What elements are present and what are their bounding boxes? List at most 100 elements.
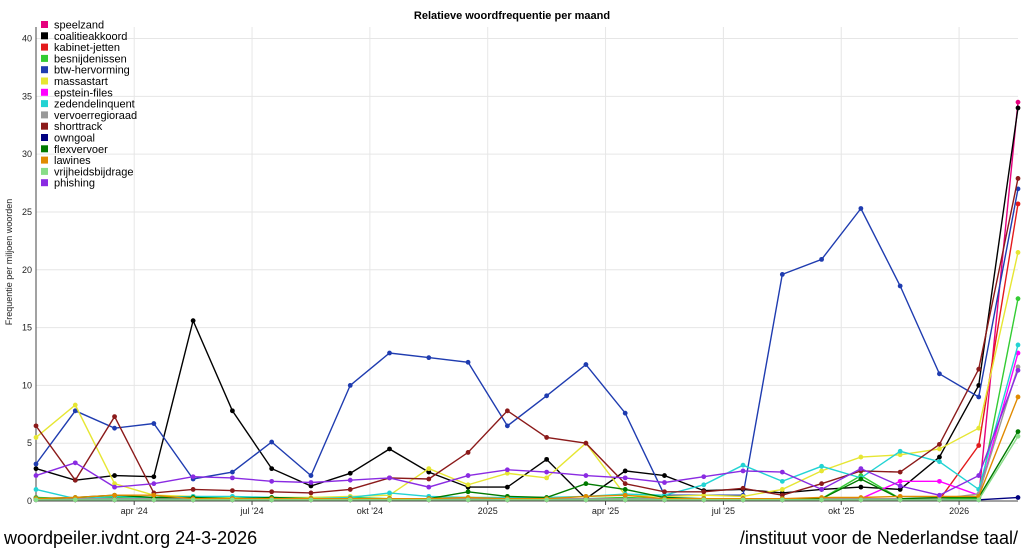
data-point bbox=[544, 456, 550, 462]
data-point bbox=[151, 492, 157, 498]
series-vrijheidsbijdrage bbox=[33, 433, 1021, 503]
data-point bbox=[779, 469, 785, 475]
data-point bbox=[426, 466, 432, 472]
legend-swatch-shorttrack bbox=[41, 122, 48, 130]
data-point bbox=[701, 474, 707, 480]
data-point bbox=[544, 475, 550, 481]
data-point bbox=[858, 466, 864, 472]
data-point bbox=[976, 382, 982, 388]
line-chart: Relatieve woordfrequentie per maand Freq… bbox=[4, 10, 1021, 516]
data-point bbox=[72, 477, 78, 483]
data-point bbox=[622, 481, 628, 487]
data-point bbox=[583, 440, 589, 446]
data-point bbox=[779, 497, 785, 503]
data-point bbox=[347, 477, 353, 483]
data-point bbox=[426, 355, 432, 361]
data-point bbox=[269, 497, 275, 503]
legend-label-shorttrack: shorttrack bbox=[54, 121, 103, 133]
series-shorttrack bbox=[33, 176, 1021, 498]
data-point bbox=[937, 441, 942, 447]
data-point bbox=[622, 410, 628, 416]
data-point bbox=[583, 493, 589, 499]
series-kabinet-jetten bbox=[33, 201, 1021, 503]
data-point bbox=[504, 467, 510, 473]
x-tick-label: apr '24 bbox=[121, 506, 148, 516]
series-line-massastart bbox=[35, 252, 1019, 499]
data-point bbox=[937, 454, 942, 460]
data-point bbox=[819, 468, 824, 474]
data-point bbox=[308, 483, 314, 489]
data-point bbox=[622, 468, 628, 474]
data-point bbox=[1015, 394, 1021, 400]
footer-source[interactable]: woordpeiler.ivdnt.org 24-3-2026 bbox=[4, 528, 258, 548]
data-point bbox=[897, 448, 903, 454]
data-point bbox=[976, 473, 982, 478]
data-point bbox=[112, 484, 117, 490]
data-point bbox=[897, 493, 903, 499]
data-point bbox=[622, 475, 628, 481]
data-point bbox=[269, 466, 275, 472]
data-point bbox=[230, 469, 235, 475]
y-tick-label: 0 bbox=[27, 496, 32, 506]
data-point bbox=[544, 497, 550, 503]
y-axis-label: Frequentie per miljoen woorden bbox=[4, 199, 14, 326]
data-point bbox=[583, 497, 589, 503]
legend-label-owngoal: owngoal bbox=[54, 133, 95, 145]
data-point bbox=[465, 489, 471, 495]
series-phishing bbox=[33, 367, 1021, 498]
legend-label-phishing: phishing bbox=[54, 178, 95, 190]
y-tick-label: 20 bbox=[22, 265, 32, 275]
data-point bbox=[190, 318, 196, 324]
data-point bbox=[779, 487, 785, 492]
x-tick-label: jul '25 bbox=[711, 506, 735, 516]
data-point bbox=[190, 474, 196, 480]
data-point bbox=[387, 497, 392, 503]
chart-title: Relatieve woordfrequentie per maand bbox=[414, 10, 610, 22]
data-point bbox=[426, 497, 432, 503]
y-tick-label: 25 bbox=[22, 207, 32, 217]
data-point bbox=[819, 497, 824, 503]
data-point bbox=[1015, 367, 1021, 373]
data-point bbox=[1015, 99, 1021, 105]
data-point bbox=[230, 497, 235, 503]
data-point bbox=[858, 206, 864, 211]
data-point bbox=[230, 408, 235, 414]
data-point bbox=[1015, 176, 1021, 181]
legend-swatch-vrijheidsbijdrage bbox=[41, 167, 48, 175]
data-point bbox=[1015, 296, 1021, 302]
data-point bbox=[1015, 433, 1021, 439]
legend-swatch-vervoerregioraad bbox=[41, 111, 48, 119]
data-point bbox=[33, 473, 39, 478]
y-tick-label: 35 bbox=[22, 91, 32, 101]
data-point bbox=[622, 492, 628, 498]
data-point bbox=[544, 469, 550, 475]
data-point bbox=[230, 475, 235, 481]
data-point bbox=[662, 497, 667, 503]
data-point bbox=[72, 402, 78, 408]
series-line-coalitieakkoord bbox=[35, 107, 1019, 500]
data-point bbox=[858, 497, 864, 503]
footer-institute[interactable]: /instituut voor de Nederlandse taal/ bbox=[739, 528, 1018, 548]
data-point bbox=[622, 497, 628, 503]
legend-label-speelzand: speelzand bbox=[54, 20, 104, 32]
data-point bbox=[897, 497, 903, 503]
data-point bbox=[897, 478, 903, 484]
data-point bbox=[897, 283, 903, 289]
data-point bbox=[662, 489, 667, 495]
data-point bbox=[1015, 364, 1021, 370]
legend-label-besnijdenissen: besnijdenissen bbox=[54, 53, 127, 65]
data-point bbox=[33, 466, 39, 472]
data-point bbox=[72, 497, 78, 503]
data-point bbox=[504, 408, 510, 414]
data-point bbox=[740, 462, 746, 468]
data-point bbox=[151, 474, 157, 480]
legend-label-vrijheidsbijdrage: vrijheidsbijdrage bbox=[54, 166, 134, 178]
data-point bbox=[465, 450, 471, 455]
y-tick-label: 5 bbox=[27, 438, 32, 448]
data-point bbox=[33, 497, 39, 503]
data-point bbox=[976, 425, 982, 431]
data-point bbox=[544, 393, 550, 399]
data-point bbox=[858, 454, 864, 460]
data-point bbox=[112, 497, 117, 503]
data-point bbox=[33, 487, 39, 492]
